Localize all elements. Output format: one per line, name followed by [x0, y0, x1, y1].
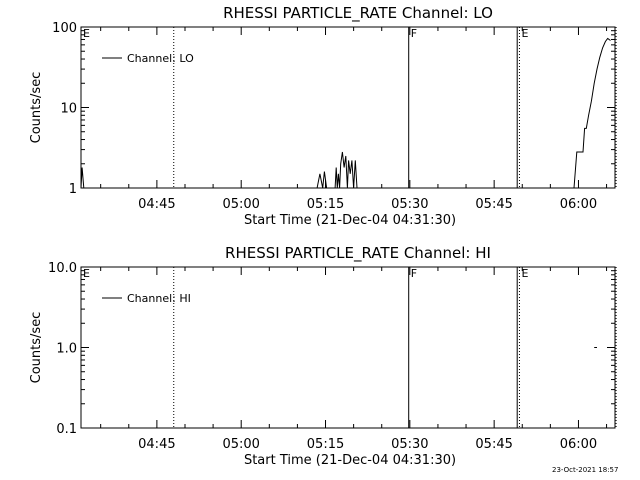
x-tick-label: 06:00 [560, 437, 597, 452]
y-tick-label: 100 [52, 21, 77, 36]
x-tick-label: 05:30 [391, 197, 428, 212]
y-axis-label: Counts/sec [29, 72, 44, 144]
y-tick-label: 10.0 [48, 261, 77, 276]
chart-title: RHESSI PARTICLE_RATE Channel: HI [225, 244, 491, 263]
y-tick-label: 1 [69, 182, 77, 197]
marker-label: E [521, 267, 528, 280]
y-tick-label: 0.1 [56, 422, 77, 437]
x-tick-label: 04:45 [138, 437, 175, 452]
chart-panel-lo: RHESSI PARTICLE_RATE Channel: LO 1 10 100 04… [29, 4, 617, 228]
x-tick-label: 05:00 [222, 437, 259, 452]
x-tick-label: 05:45 [475, 197, 512, 212]
series-line [334, 151, 358, 189]
marker-label: E [521, 27, 528, 40]
marker-label: F [411, 267, 417, 280]
marker-label: E [83, 27, 90, 40]
x-tick-label: 05:30 [391, 437, 428, 452]
x-axis-label: Start Time (21-Dec-04 04:31:30) [244, 213, 456, 228]
chart-title: RHESSI PARTICLE_RATE Channel: LO [223, 4, 493, 23]
x-tick-label: 06:00 [560, 197, 597, 212]
y-tick-label: 1.0 [56, 342, 77, 357]
footer-timestamp: 23-Oct-2021 18:57 [552, 466, 619, 474]
x-tick-label: 05:00 [222, 197, 259, 212]
chart-panel-hi: RHESSI PARTICLE_RATE Channel: HI 0.1 1.0 10… [29, 244, 617, 468]
y-axis-label: Counts/sec [29, 312, 44, 384]
legend-entry: Channel: LO [127, 52, 194, 65]
marker-label: F [411, 27, 417, 40]
legend-entry: Channel: HI [127, 292, 191, 305]
x-tick-label: 05:15 [307, 437, 344, 452]
marker-label: E [83, 267, 90, 280]
x-tick-label: 04:45 [138, 197, 175, 212]
series-line [316, 171, 328, 189]
x-tick-label: 05:45 [475, 437, 512, 452]
series-line [80, 167, 85, 189]
x-axis-label: Start Time (21-Dec-04 04:31:30) [244, 453, 456, 468]
series-line [573, 37, 611, 189]
x-tick-label: 05:15 [307, 197, 344, 212]
y-tick-label: 10 [60, 102, 77, 117]
